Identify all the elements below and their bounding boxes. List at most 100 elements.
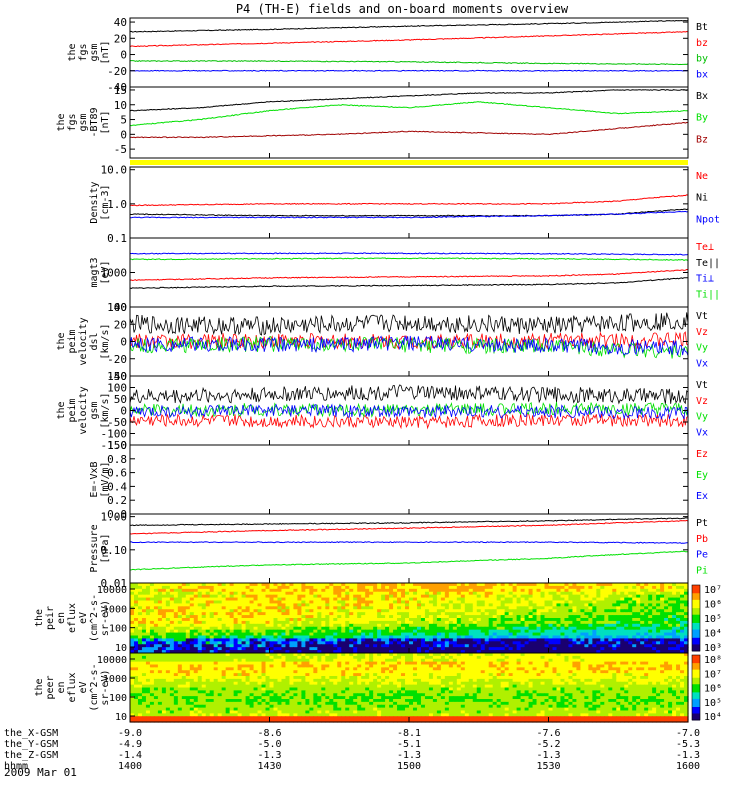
cell-peir_eflux — [365, 635, 370, 640]
cell-peer_eflux — [213, 678, 219, 683]
cell-peir_eflux — [301, 609, 306, 613]
cell-peir_eflux — [365, 600, 370, 605]
cell-peer_eflux — [628, 676, 633, 680]
cell-peer_eflux — [600, 655, 605, 660]
ylabel-line-fgs_dsl-2: gsm — [78, 113, 89, 131]
cell-peir_eflux — [616, 644, 621, 648]
cell-peir_eflux — [245, 597, 251, 602]
cell-peer_eflux — [233, 673, 239, 677]
cell-peir_eflux — [213, 641, 219, 645]
cell-peir_eflux — [584, 597, 589, 602]
cell-peir_eflux — [325, 615, 330, 619]
cell-peir_eflux — [416, 629, 422, 634]
cell-peer_eflux — [173, 667, 179, 671]
cell-peir_eflux — [265, 591, 271, 596]
cell-peir_eflux — [508, 635, 514, 640]
cell-peir_eflux — [381, 638, 386, 642]
cell-peir_eflux — [157, 641, 163, 645]
cell-peer_eflux — [516, 676, 522, 680]
cell-peir_eflux — [464, 606, 470, 610]
cell-peer_eflux — [532, 664, 538, 668]
cell-peir_eflux — [197, 632, 203, 637]
cell-peir_eflux — [420, 638, 426, 642]
cell-peir_eflux — [133, 603, 139, 607]
cell-peir_eflux — [424, 632, 430, 637]
cell-peir_eflux — [133, 647, 139, 651]
cell-peir_eflux — [508, 641, 514, 645]
cell-peir_eflux — [580, 594, 585, 599]
cell-peir_eflux — [516, 623, 522, 628]
cell-peir_eflux — [516, 594, 522, 599]
cell-peir_eflux — [373, 641, 378, 645]
cell-peer_eflux — [628, 667, 633, 671]
cell-peir_eflux — [412, 626, 418, 631]
cell-peir_eflux — [401, 606, 406, 610]
cell-peir_eflux — [528, 583, 534, 587]
cell-peir_eflux — [373, 644, 378, 648]
cell-peir_eflux — [397, 618, 402, 622]
cell-peer_eflux — [389, 661, 394, 666]
cell-peir_eflux — [580, 638, 585, 642]
cell-peer_eflux — [416, 667, 422, 671]
cell-peir_eflux — [632, 615, 637, 619]
cell-peir_eflux — [520, 647, 526, 651]
cell-peer_eflux — [217, 653, 223, 657]
cell-peer_eflux — [520, 664, 526, 668]
cell-peir_eflux — [269, 641, 275, 645]
cell-peir_eflux — [389, 620, 394, 625]
cell-peer_eflux — [492, 658, 498, 663]
cell-peir_eflux — [137, 600, 143, 605]
cell-peir_eflux — [452, 644, 458, 648]
cell-peir_eflux — [305, 647, 310, 651]
cell-peer_eflux — [149, 673, 155, 677]
cell-peir_eflux — [640, 606, 645, 610]
series-line-density-Ni — [129, 208, 689, 217]
cell-peer_eflux — [389, 653, 394, 657]
cell-peir_eflux — [229, 588, 235, 593]
cell-peir_eflux — [249, 600, 255, 605]
cell-peir_eflux — [253, 588, 259, 593]
cell-peer_eflux — [381, 661, 386, 666]
cell-peer_eflux — [652, 658, 657, 663]
cell-peer_eflux — [149, 670, 155, 674]
legend-exb-1: Ey — [696, 470, 708, 481]
cell-peir_eflux — [584, 594, 589, 599]
cell-peer_eflux — [221, 658, 227, 663]
cell-peer_eflux — [424, 664, 430, 668]
cell-peer_eflux — [532, 673, 538, 677]
cell-peir_eflux — [277, 615, 283, 619]
cell-peir_eflux — [137, 626, 143, 631]
cell-peir_eflux — [568, 632, 574, 637]
cell-peir_eflux — [130, 609, 135, 613]
cell-peir_eflux — [428, 641, 434, 645]
cell-peir_eflux — [165, 594, 171, 599]
cell-peir_eflux — [664, 585, 669, 590]
cell-peir_eflux — [377, 623, 382, 628]
cell-peir_eflux — [416, 632, 422, 637]
cell-peer_eflux — [528, 664, 534, 668]
cell-peir_eflux — [253, 641, 259, 645]
cell-peir_eflux — [321, 612, 326, 616]
cell-peir_eflux — [464, 638, 470, 642]
cell-peir_eflux — [313, 591, 318, 596]
cell-peir_eflux — [269, 620, 275, 625]
cell-peer_eflux — [496, 667, 502, 671]
cell-peir_eflux — [496, 618, 502, 622]
cell-peer_eflux — [428, 670, 434, 674]
cell-peir_eflux — [556, 603, 562, 607]
cell-peer_eflux — [277, 670, 283, 674]
cell-peir_eflux — [496, 594, 502, 599]
cell-peir_eflux — [130, 635, 135, 640]
cell-peir_eflux — [596, 600, 601, 605]
cell-peer_eflux — [201, 658, 207, 663]
cell-peir_eflux — [141, 635, 147, 640]
cell-peir_eflux — [428, 606, 434, 610]
cell-peir_eflux — [265, 638, 271, 642]
cell-peir_eflux — [349, 650, 354, 654]
cell-peir_eflux — [313, 641, 318, 645]
cell-peir_eflux — [660, 600, 665, 605]
cell-peir_eflux — [249, 591, 255, 596]
cell-peir_eflux — [540, 638, 546, 642]
cell-peir_eflux — [532, 597, 538, 602]
cell-peir_eflux — [500, 635, 506, 640]
